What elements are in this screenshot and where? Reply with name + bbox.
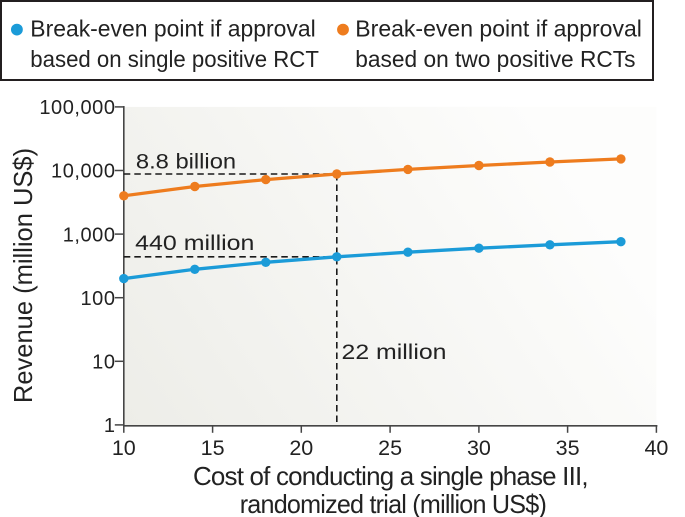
svg-text:10,000: 10,000 xyxy=(51,161,115,183)
svg-text:10: 10 xyxy=(112,436,136,460)
svg-text:30: 30 xyxy=(467,436,491,460)
svg-text:25: 25 xyxy=(378,436,402,460)
svg-text:8.8 billion: 8.8 billion xyxy=(136,151,236,174)
svg-text:100: 100 xyxy=(80,288,115,310)
svg-text:based on two positive RCTs: based on two positive RCTs xyxy=(355,46,635,72)
svg-text:440 million: 440 million xyxy=(135,232,254,255)
svg-text:100,000: 100,000 xyxy=(39,97,115,119)
svg-text:10: 10 xyxy=(92,352,115,374)
svg-text:randomized trial (million US$): randomized trial (million US$) xyxy=(240,489,547,517)
svg-text:40: 40 xyxy=(644,436,668,460)
svg-text:Revenue (million US$): Revenue (million US$) xyxy=(8,148,38,403)
svg-text:based on single positive RCT: based on single positive RCT xyxy=(30,46,319,72)
svg-text:35: 35 xyxy=(556,436,580,460)
svg-text:Cost of conducting a single ph: Cost of conducting a single phase III, xyxy=(193,461,588,491)
svg-text:20: 20 xyxy=(289,436,313,460)
svg-text:22 million: 22 million xyxy=(342,341,447,364)
svg-text:15: 15 xyxy=(201,436,225,460)
svg-text:Break-even point if approval: Break-even point if approval xyxy=(30,16,315,42)
svg-text:Break-even point if approval: Break-even point if approval xyxy=(355,16,642,42)
svg-text:1,000: 1,000 xyxy=(63,224,116,246)
svg-text:1: 1 xyxy=(104,415,116,437)
